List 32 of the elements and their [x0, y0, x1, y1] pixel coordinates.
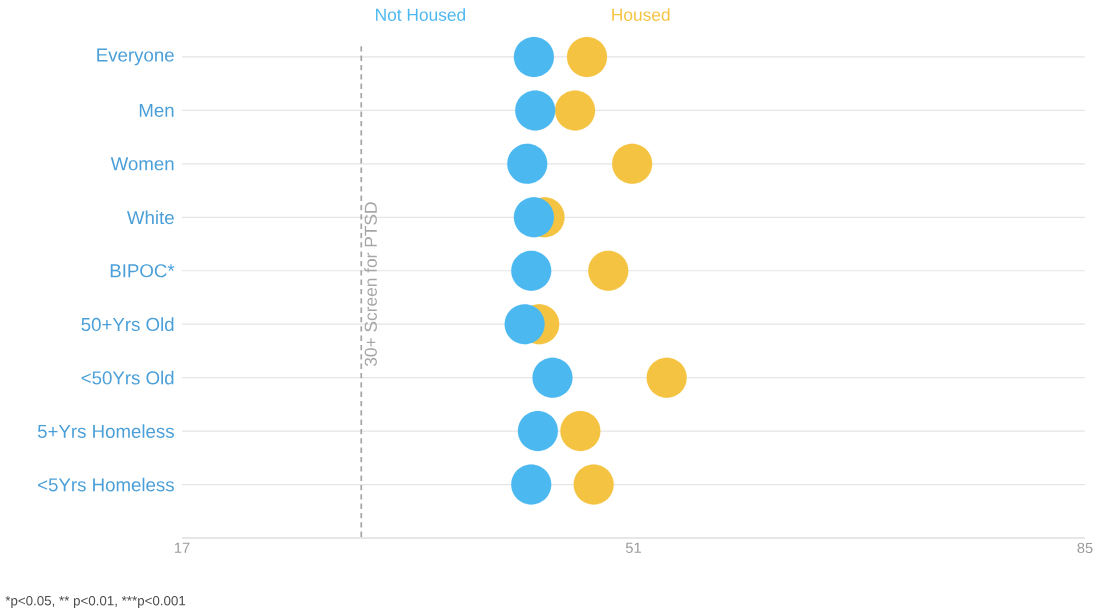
point: [588, 250, 629, 291]
point: [511, 250, 552, 291]
y-tick-label: 50+Yrs Old: [81, 317, 174, 332]
text: *p<0.05, ** p<0.01, ***p<0.001: [5, 595, 186, 609]
point: [517, 411, 558, 452]
point: [612, 143, 653, 184]
y-tick-label: <50Yrs Old: [81, 370, 174, 385]
point: [554, 90, 596, 131]
y-tick-label: White: [126, 210, 174, 225]
point: [566, 36, 608, 78]
y-tick-label: Men: [139, 103, 174, 117]
point: [515, 90, 556, 131]
ref-line-label: 30+ Screen for PTSD: [364, 202, 377, 367]
text: Not Housed: [376, 8, 466, 21]
point: [532, 357, 573, 398]
point: [513, 36, 554, 78]
series-label: Housed: [612, 8, 670, 21]
point: [646, 357, 687, 398]
y-tick-label: 5+Yrs Homeless: [37, 424, 174, 438]
y-tick-label: Women: [110, 157, 174, 171]
x-tick-label: 85: [1077, 542, 1093, 554]
x-tick-label: 51: [625, 542, 641, 553]
point: [504, 304, 545, 345]
x-tick-label: 17: [174, 542, 190, 553]
point: [511, 464, 552, 505]
y-tick-label: <5Yrs Homeless: [38, 477, 174, 492]
point: [513, 197, 554, 238]
point: [573, 464, 614, 505]
point: [507, 143, 548, 184]
point: [560, 411, 601, 452]
y-tick-label: Everyone: [97, 48, 174, 66]
y-tick-label: BIPOC*: [110, 264, 175, 278]
